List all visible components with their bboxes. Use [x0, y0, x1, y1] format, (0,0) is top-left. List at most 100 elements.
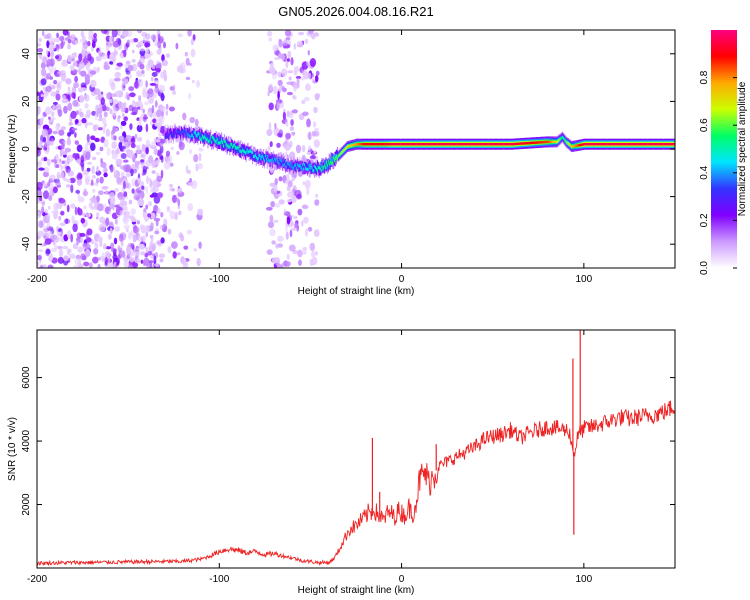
noise-blob	[92, 188, 96, 193]
noise-blob	[37, 42, 41, 47]
noise-blob	[68, 122, 73, 126]
noise-blob	[169, 162, 174, 167]
noise-blob	[40, 93, 44, 98]
noise-blob	[86, 133, 90, 143]
noise-blob	[87, 40, 91, 47]
signal-cell	[398, 143, 400, 146]
noise-blob	[130, 230, 134, 237]
signal-cell	[433, 143, 435, 146]
noise-blob	[154, 263, 159, 267]
noise-blob	[55, 44, 60, 50]
noise-blob	[61, 61, 68, 67]
noise-blob	[143, 114, 147, 118]
noise-blob	[77, 208, 83, 216]
noise-blob	[42, 182, 48, 187]
noise-blob	[185, 76, 191, 81]
noise-blob	[306, 61, 311, 67]
signal-cell	[477, 143, 479, 146]
signal-cell	[597, 143, 599, 146]
signal-cell	[252, 151, 254, 155]
noise-blob	[50, 85, 56, 90]
colorbar-tick-label: 0.0	[699, 261, 710, 275]
signal-cell	[513, 142, 515, 146]
noise-blob	[92, 175, 96, 179]
signal-cell	[237, 146, 239, 150]
signal-cell	[422, 143, 424, 146]
signal-cell	[263, 159, 265, 163]
x-tick-label: -100	[209, 574, 229, 585]
noise-blob	[62, 30, 69, 36]
signal-cell	[339, 153, 341, 156]
noise-blob	[293, 43, 297, 50]
signal-cell	[167, 128, 169, 135]
noise-blob	[47, 231, 53, 239]
signal-cell	[592, 143, 594, 146]
signal-cell	[521, 142, 523, 145]
noise-blob	[285, 231, 289, 240]
noise-blob	[148, 144, 151, 148]
noise-blob	[66, 43, 72, 50]
noise-blob	[51, 159, 56, 163]
noise-blob	[271, 70, 277, 80]
noise-blob	[163, 73, 168, 82]
signal-cell	[336, 154, 338, 161]
noise-blob	[277, 71, 280, 77]
noise-blob	[88, 202, 93, 209]
signal-cell	[668, 143, 670, 146]
signal-cell	[468, 143, 470, 146]
noise-blob	[133, 248, 140, 253]
noise-blob	[294, 222, 298, 230]
signal-cell	[443, 143, 445, 146]
noise-blob	[67, 170, 75, 177]
signal-cell	[547, 140, 549, 144]
signal-cell	[672, 143, 674, 146]
noise-blob	[140, 251, 146, 256]
noise-blob	[275, 99, 283, 104]
signal-cell	[593, 143, 595, 146]
signal-cell	[304, 164, 306, 175]
noise-blob	[60, 40, 64, 49]
noise-blob	[163, 41, 166, 49]
noise-blob	[37, 230, 45, 237]
signal-cell	[289, 164, 291, 168]
noise-blob	[147, 213, 152, 218]
signal-cell	[193, 130, 195, 134]
noise-blob	[135, 149, 143, 155]
signal-cell	[173, 128, 175, 135]
signal-cell	[664, 143, 666, 146]
signal-cell	[393, 143, 395, 146]
signal-cell	[254, 154, 256, 161]
noise-blob	[144, 252, 149, 258]
signal-cell	[295, 166, 297, 170]
signal-cell	[480, 143, 482, 146]
signal-cell	[247, 147, 249, 154]
signal-cell	[221, 138, 223, 142]
signal-cell	[351, 144, 353, 147]
noise-blob	[140, 159, 145, 163]
noise-blob	[40, 68, 47, 77]
signal-cell	[208, 140, 210, 144]
noise-blob	[153, 255, 157, 265]
noise-blob	[303, 97, 310, 102]
signal-cell	[217, 141, 219, 145]
noise-blob	[90, 199, 98, 204]
noise-blob	[185, 165, 189, 174]
signal-cell	[484, 143, 486, 146]
noise-blob	[47, 205, 51, 210]
noise-blob	[286, 110, 290, 118]
noise-blob	[313, 149, 317, 154]
noise-blob	[37, 124, 41, 129]
signal-cell	[648, 143, 650, 146]
signal-cell	[218, 141, 220, 145]
signal-cell	[556, 140, 558, 144]
signal-cell	[265, 158, 267, 162]
noise-blob	[125, 172, 132, 178]
signal-cell	[538, 141, 540, 144]
noise-blob	[142, 36, 146, 43]
signal-cell	[397, 143, 399, 146]
signal-cell	[640, 143, 642, 146]
signal-cell	[530, 141, 532, 145]
spectrogram-x-ticks: -200 -100 0 100	[27, 30, 593, 285]
signal-cell	[590, 143, 592, 146]
signal-cell	[557, 139, 559, 143]
